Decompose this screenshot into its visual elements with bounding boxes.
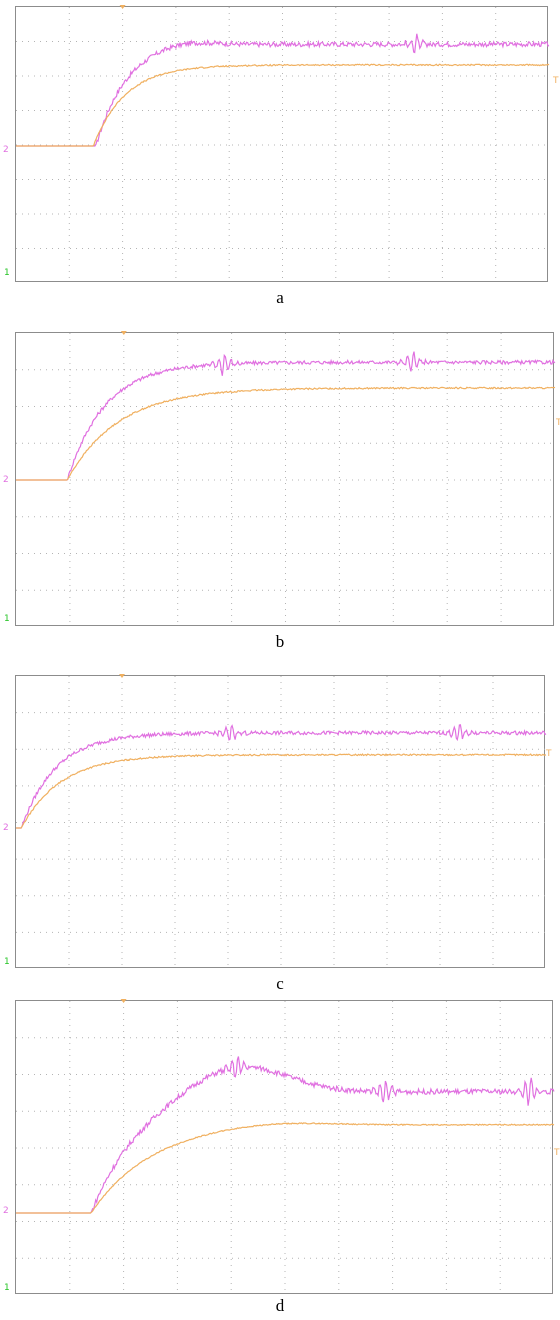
ch2-ground-marker: 2 — [3, 145, 9, 155]
trace-ch1-orange — [16, 753, 547, 829]
panel-caption: a — [276, 288, 284, 307]
trigger-level-marker: T — [546, 749, 552, 759]
trigger-level-marker: T — [556, 418, 560, 428]
trace-ch2-magenta — [16, 351, 556, 481]
scope-plot — [16, 5, 550, 283]
trace-ch2-magenta — [16, 33, 550, 147]
scope-panel-b: 2 1 T b — [0, 320, 560, 660]
trigger-level-marker: T — [554, 1148, 560, 1158]
scope-plot — [16, 331, 556, 627]
trace-ch1-orange — [16, 386, 556, 481]
scope-screen: 2 1 T — [3, 331, 560, 627]
trigger-position-icon — [120, 999, 127, 1003]
panel-caption: c — [276, 974, 284, 993]
ch1-ground-marker: 1 — [4, 614, 10, 624]
trigger-level-marker: T — [553, 76, 559, 86]
scope-plot — [16, 999, 555, 1295]
scope-plot — [16, 674, 547, 969]
panel-caption: b — [275, 632, 285, 651]
trace-ch1-orange — [16, 1122, 555, 1214]
ch1-ground-marker: 1 — [4, 1283, 10, 1293]
trace-ch2-magenta — [16, 1056, 555, 1214]
scope-screen: 2 1 T — [3, 999, 560, 1295]
ch2-ground-marker: 2 — [3, 475, 9, 485]
trigger-position-icon — [120, 331, 127, 335]
scope-panel-d: 2 1 T d — [0, 998, 560, 1320]
scope-panel-c: 2 1 T c — [0, 668, 560, 998]
scope-screen: 2 1 T — [3, 674, 552, 969]
scope-panel-a: 2 1 T a — [0, 0, 560, 310]
trace-ch2-magenta — [16, 724, 547, 829]
trigger-position-icon — [119, 5, 126, 9]
ch2-ground-marker: 2 — [3, 1206, 9, 1216]
ch1-ground-marker: 1 — [4, 957, 10, 967]
ch1-ground-marker: 1 — [4, 268, 10, 278]
scope-screen: 2 1 T — [3, 5, 559, 283]
ch2-ground-marker: 2 — [3, 823, 9, 833]
trigger-position-icon — [119, 674, 125, 678]
trace-ch1-orange — [16, 63, 550, 147]
panel-caption: d — [275, 1296, 285, 1315]
